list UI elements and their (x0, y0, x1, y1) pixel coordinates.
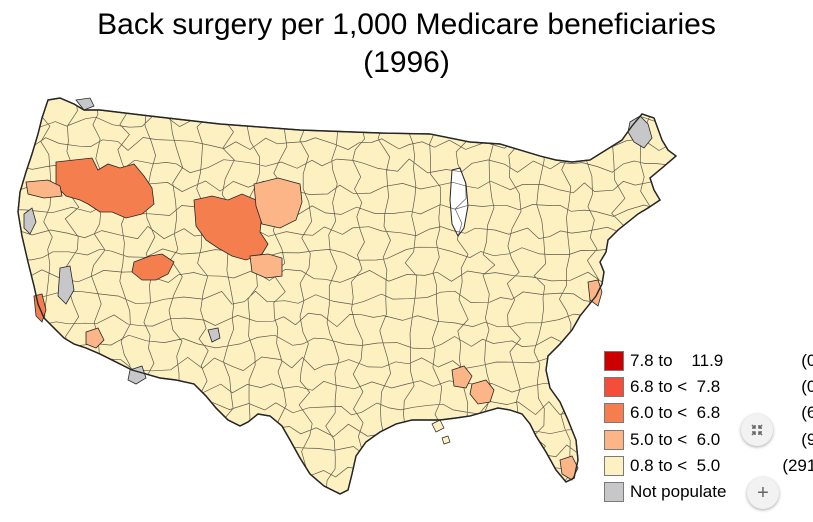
legend-label: 6.8 to < 7.8 (630, 377, 721, 397)
legend-count: (0) (801, 351, 813, 371)
legend: 7.8 to 11.9 (0) 6.8 to < 7.8 (0) 6.0 to < 6.… (604, 348, 813, 505)
region-nevada-unpopulated[interactable] (57, 265, 75, 305)
map-title: Back surgery per 1,000 Medicare benefici… (0, 6, 813, 82)
region-south-dakota-mid[interactable] (253, 177, 303, 229)
island-2 (441, 435, 451, 445)
region-alabama-mid[interactable] (451, 365, 473, 389)
region-virginia-mid[interactable] (587, 279, 603, 307)
legend-row: 0.8 to < 5.0 (291) (604, 453, 813, 479)
region-wyoming-high[interactable] (193, 193, 269, 261)
legend-count: (6) (801, 403, 813, 423)
legend-label: 5.0 to < 6.0 (630, 429, 721, 449)
legend-row: 7.8 to 11.9 (0) (604, 348, 813, 374)
legend-swatch (604, 429, 624, 450)
island-1 (431, 419, 445, 433)
legend-swatch (604, 482, 624, 503)
region-utah-high[interactable] (131, 253, 175, 281)
region-washington-unpopulated[interactable] (75, 97, 95, 111)
legend-count: (0) (801, 377, 813, 397)
region-colorado-mid[interactable] (249, 253, 283, 279)
state-boundaries (17, 97, 678, 495)
collapse-arrows-icon (741, 414, 773, 456)
region-newmexico-unpopulated[interactable] (207, 327, 221, 343)
legend-count: (9) (801, 429, 813, 449)
legend-swatch (604, 455, 624, 476)
region-calif-unpopulated[interactable] (23, 207, 37, 235)
legend-label: 7.8 to 11.9 (630, 351, 724, 371)
legend-count: (291) (782, 455, 813, 475)
legend-swatch (604, 351, 624, 372)
zoom-in-button[interactable]: + (747, 477, 779, 509)
legend-row: 5.0 to < 6.0 (9) (604, 427, 813, 453)
legend-row: Not populate (604, 479, 813, 505)
legend-swatch (604, 403, 624, 424)
region-oregon-idaho-high[interactable] (55, 157, 155, 219)
region-oregon-coast-mid[interactable] (25, 179, 63, 199)
legend-row: 6.8 to < 7.8 (0) (604, 374, 813, 400)
map-title-line1: Back surgery per 1,000 Medicare benefici… (97, 8, 716, 41)
region-georgia-mid[interactable] (469, 379, 495, 405)
choropleth-map[interactable] (0, 78, 813, 522)
legend-label: 6.0 to < 6.8 (630, 403, 721, 423)
map-title-line2: (1996) (363, 46, 450, 79)
region-arizona-mid[interactable] (85, 327, 105, 349)
legend-label: 0.8 to < 5.0 (630, 455, 721, 475)
us-border (17, 97, 678, 495)
collapse-button[interactable] (741, 414, 773, 446)
plus-icon: + (757, 482, 769, 504)
legend-swatch (604, 377, 624, 398)
legend-label: Not populate (630, 482, 727, 502)
legend-row: 6.0 to < 6.8 (6) (604, 400, 813, 426)
